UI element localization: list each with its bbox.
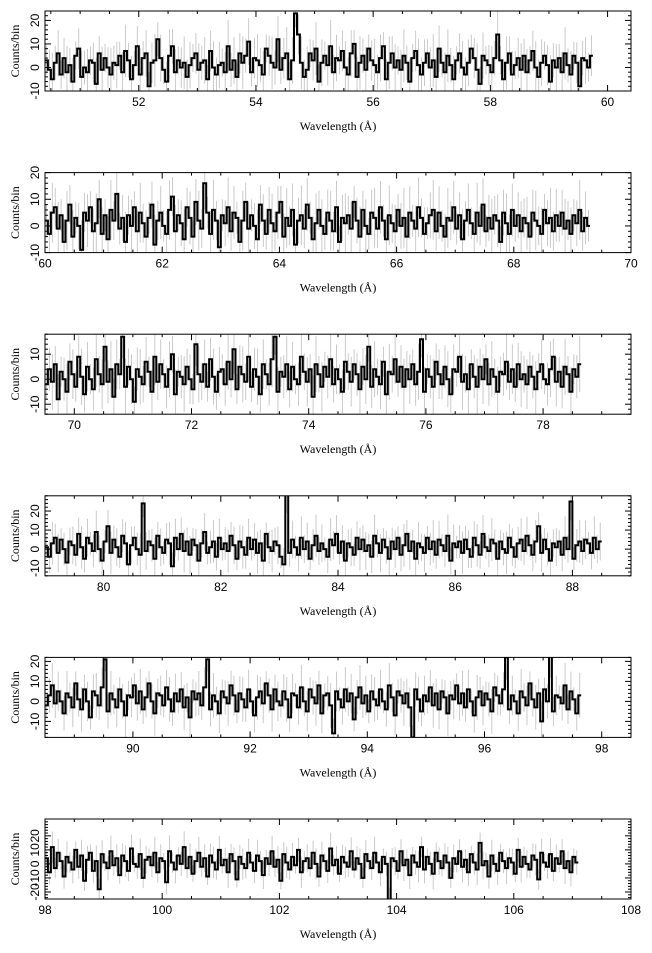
y-tick-label: 20 — [28, 13, 42, 27]
x-tick-label: 66 — [390, 257, 404, 271]
y-tick-label: -10 — [28, 82, 42, 100]
y-axis-title: Counts/bin — [8, 348, 22, 401]
x-tick-label: 86 — [449, 580, 463, 594]
x-tick-label: 78 — [536, 418, 550, 432]
x-tick-label: 96 — [478, 741, 492, 755]
y-tick-label: 20 — [28, 166, 42, 180]
y-tick-label: -20 — [28, 883, 42, 901]
spectrum-panel-4: 80 82 84 86 88 -10 0 10 20 Wavelength (Å) Counts/b… — [8, 495, 632, 618]
plot-area — [45, 11, 593, 91]
x-tick-label: 60 — [38, 257, 52, 271]
x-axis-title: Wavelength (Å) — [300, 765, 377, 779]
x-tick-label: 62 — [156, 257, 170, 271]
y-tick-label: 10 — [28, 523, 42, 537]
x-tick-label: 74 — [302, 418, 316, 432]
y-axis-title: Counts/bin — [8, 509, 22, 562]
y-tick-label: -10 — [28, 395, 42, 413]
spectrum-line — [45, 182, 590, 251]
x-tick-label: 68 — [507, 257, 521, 271]
y-tick-label: 10 — [28, 674, 42, 688]
x-tick-label: 98 — [38, 903, 52, 917]
y-tick-label: 0 — [28, 222, 42, 229]
y-tick-label: -10 — [28, 712, 42, 730]
x-tick-label: 76 — [419, 418, 433, 432]
x-axis-title: Wavelength (Å) — [300, 281, 377, 295]
x-tick-label: 70 — [624, 257, 638, 271]
x-tick-label: 100 — [152, 903, 172, 917]
x-tick-label: 52 — [132, 95, 146, 109]
x-tick-label: 98 — [595, 741, 609, 755]
x-axis-title: Wavelength (Å) — [300, 604, 377, 618]
y-tick-label: 10 — [28, 192, 42, 206]
spectrum-panel-3: 70 72 74 76 78 -10 0 10 Wavelength (Å) Counts/bin — [8, 333, 632, 456]
x-tick-label: 80 — [97, 580, 111, 594]
y-axis-title: Counts/bin — [8, 833, 22, 886]
x-axis-title: Wavelength (Å) — [300, 119, 377, 133]
y-tick-label: 0 — [28, 698, 42, 705]
y-tick-label: 0 — [28, 545, 42, 552]
spectrum-panel-5: 90 92 94 96 98 -10 0 10 20 Wavelength (Å) Counts/b… — [8, 654, 632, 779]
x-tick-label: 84 — [331, 580, 345, 594]
plot-area — [45, 334, 582, 415]
y-axis-title: Counts/bin — [8, 25, 22, 78]
x-tick-label: 108 — [621, 903, 641, 917]
x-tick-label: 90 — [126, 741, 140, 755]
y-tick-label: 10 — [28, 843, 42, 857]
x-tick-label: 94 — [361, 741, 375, 755]
plot-area — [45, 172, 590, 253]
x-tick-label: 88 — [566, 580, 580, 594]
spectrum-line — [45, 657, 582, 738]
x-tick-label: 106 — [504, 903, 524, 917]
y-tick-label: 0 — [28, 64, 42, 71]
y-axis-title: Counts/bin — [8, 671, 22, 724]
y-tick-label: -10 — [28, 869, 42, 887]
x-tick-label: 102 — [269, 903, 289, 917]
spectrum-line — [45, 335, 582, 403]
x-tick-label: 58 — [484, 95, 498, 109]
x-tick-label: 64 — [273, 257, 287, 271]
x-tick-label: 60 — [601, 95, 615, 109]
y-tick-label: 10 — [28, 347, 42, 361]
x-tick-label: 104 — [387, 903, 407, 917]
x-axis-title: Wavelength (Å) — [300, 927, 377, 941]
y-tick-label: 0 — [28, 376, 42, 383]
plot-area — [45, 657, 582, 738]
spectrum-line — [45, 495, 602, 568]
y-tick-label: 0 — [28, 860, 42, 867]
y-tick-label: 20 — [28, 829, 42, 843]
plot-area — [45, 495, 602, 576]
x-axis-title: Wavelength (Å) — [300, 442, 377, 456]
spectrum-panel-1: 52 54 56 58 60 -10 0 10 20 Wavelength (Å) Counts/b… — [8, 10, 632, 133]
spectrum-line — [45, 12, 593, 88]
plot-area — [45, 831, 579, 899]
x-tick-label: 82 — [214, 580, 228, 594]
y-tick-label: -10 — [28, 244, 42, 262]
x-tick-label: 72 — [185, 418, 199, 432]
y-tick-label: 20 — [28, 654, 42, 668]
spectrum-panel-2: 60 62 64 66 68 70 -10 0 10 20 Wavelength (Å) Counts… — [8, 166, 638, 295]
y-tick-label: -10 — [28, 559, 42, 577]
y-tick-label: 10 — [28, 37, 42, 51]
y-tick-label: 20 — [28, 504, 42, 518]
y-axis-title: Counts/bin — [8, 186, 22, 239]
plot-frame — [44, 10, 632, 92]
x-tick-label: 56 — [366, 95, 380, 109]
spectrum-line — [45, 841, 579, 899]
x-tick-label: 70 — [68, 418, 82, 432]
x-tick-label: 54 — [249, 95, 263, 109]
x-tick-label: 92 — [243, 741, 257, 755]
